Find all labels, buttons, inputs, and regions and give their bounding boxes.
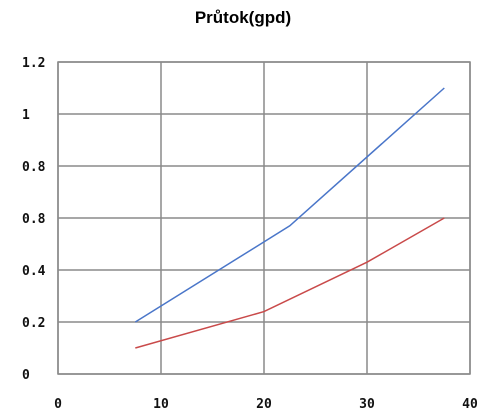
x-tick-label: 20 xyxy=(256,397,272,412)
y-tick-label: 1.2 xyxy=(22,56,45,71)
y-tick-label: 1 xyxy=(22,108,30,123)
y-tick-label: 0 xyxy=(22,368,30,383)
x-tick-label: 30 xyxy=(359,397,375,412)
series-line-1 xyxy=(134,87,445,323)
x-tick-label: 40 xyxy=(462,397,478,412)
x-tick-label: 0 xyxy=(54,397,62,412)
x-tick-label: 10 xyxy=(153,397,169,412)
y-tick-label: 0.8 xyxy=(22,160,46,175)
series-line-2 xyxy=(135,217,445,349)
y-tick-label: 0.8 xyxy=(22,212,46,227)
chart-title: Průtok(gpd) xyxy=(194,8,292,27)
y-tick-label: 0.4 xyxy=(22,264,46,279)
y-tick-label: 0.2 xyxy=(22,316,45,331)
